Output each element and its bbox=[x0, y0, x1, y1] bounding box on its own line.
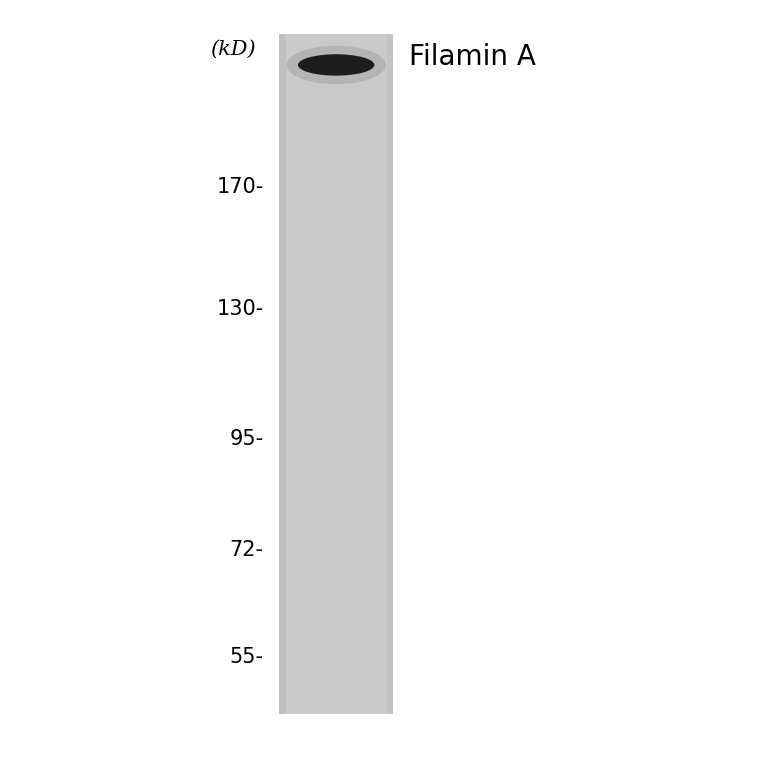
Text: 130-: 130- bbox=[216, 299, 264, 319]
Bar bbox=[279, 34, 286, 714]
Ellipse shape bbox=[298, 54, 374, 76]
Ellipse shape bbox=[286, 46, 386, 84]
Text: 170-: 170- bbox=[216, 177, 264, 197]
Bar bbox=[279, 34, 393, 714]
Text: 55-: 55- bbox=[229, 647, 264, 667]
Text: 72-: 72- bbox=[229, 540, 264, 560]
Text: 95-: 95- bbox=[229, 429, 264, 449]
Bar bbox=[387, 34, 393, 714]
Text: Filamin A: Filamin A bbox=[409, 43, 536, 70]
Text: (kD): (kD) bbox=[210, 40, 256, 58]
